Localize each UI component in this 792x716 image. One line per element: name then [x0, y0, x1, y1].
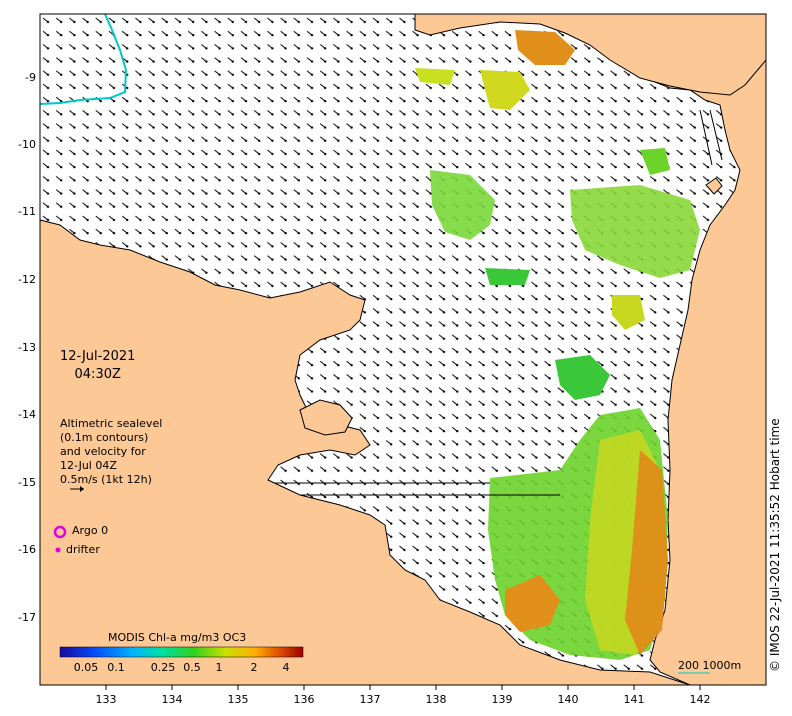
lon-tick-label: 138	[426, 693, 447, 706]
lat-tick-labels: -9 -10 -11 -12 -13 -14 -15 -16 -17	[18, 71, 36, 624]
land-groote-island	[299, 399, 353, 436]
lon-tick-label: 142	[690, 693, 711, 706]
strong-current-vectors	[275, 109, 723, 496]
colorbar-tick-label: 2	[251, 661, 258, 674]
lat-tick-label: -17	[18, 611, 36, 624]
legend-line: (0.1m contours)	[60, 431, 149, 444]
lon-tick-labels: 133 134 135 136 137 138 139 140 141 142	[96, 693, 711, 706]
lon-tick-label: 135	[228, 693, 249, 706]
lon-axis	[105, 685, 701, 690]
argo-marker-icon	[53, 525, 67, 539]
colorbar	[59, 646, 304, 658]
lat-tick-label: -11	[18, 205, 36, 218]
lat-tick-label: -9	[25, 71, 36, 84]
legend-line: 12-Jul 04Z	[60, 459, 117, 472]
argo-label: Argo 0	[72, 524, 109, 537]
plot-border	[39, 13, 767, 686]
date-time-label: 12-Jul-2021 04:30Z	[60, 348, 135, 384]
land-papua-coast	[414, 13, 767, 96]
colorbar-tick-label: 0.1	[107, 661, 125, 674]
lon-tick-label: 140	[558, 693, 579, 706]
legend-line: Altimetric sealevel	[60, 417, 163, 430]
date-text: 12-Jul-2021	[60, 349, 136, 364]
lon-tick-label: 137	[360, 693, 381, 706]
velocity-scale-arrowhead-icon	[80, 486, 84, 492]
drifter-marker-icon	[55, 547, 61, 553]
velocity-legend: Altimetric sealevel (0.1m contours) and …	[60, 417, 162, 487]
lon-tick-label: 136	[294, 693, 315, 706]
colorbar-tick-label: 4	[283, 661, 290, 674]
lon-tick-label: 134	[162, 693, 183, 706]
lat-tick-label: -15	[18, 476, 36, 489]
colorbar-tick-label: 0.5	[183, 661, 201, 674]
colorbar-title: MODIS Chl-a mg/m3 OC3	[108, 631, 247, 644]
lat-tick-label: -16	[18, 543, 36, 556]
colorbar-tick-label: 1	[216, 661, 223, 674]
drifter-label: drifter	[66, 543, 100, 556]
land-arnhem	[39, 219, 691, 686]
land-layer	[39, 13, 767, 686]
depth-scale-label: 200 1000m	[678, 659, 742, 672]
lat-tick-label: -14	[18, 408, 36, 421]
sealevel-contour	[39, 13, 128, 105]
land-small-island	[705, 177, 723, 195]
time-text: 04:30Z	[74, 367, 121, 382]
chlorophyll-layer	[415, 30, 700, 660]
lat-tick-label: -13	[18, 341, 36, 354]
lon-tick-label: 141	[624, 693, 645, 706]
lat-tick-label: -12	[18, 273, 36, 286]
lon-tick-label: 139	[492, 693, 513, 706]
legend-line: 0.5m/s (1kt 12h)	[60, 473, 152, 486]
lon-tick-label: 133	[96, 693, 117, 706]
legend-line: and velocity for	[60, 445, 146, 458]
colorbar-tick-label: 0.25	[151, 661, 176, 674]
lat-tick-label: -10	[18, 138, 36, 151]
colorbar-ticks: 0.05 0.1 0.25 0.5 1 2 4	[74, 661, 290, 674]
colorbar-tick-label: 0.05	[74, 661, 99, 674]
credit-text: © IMOS 22-Jul-2021 11:35:52 Hobart time	[768, 418, 782, 672]
